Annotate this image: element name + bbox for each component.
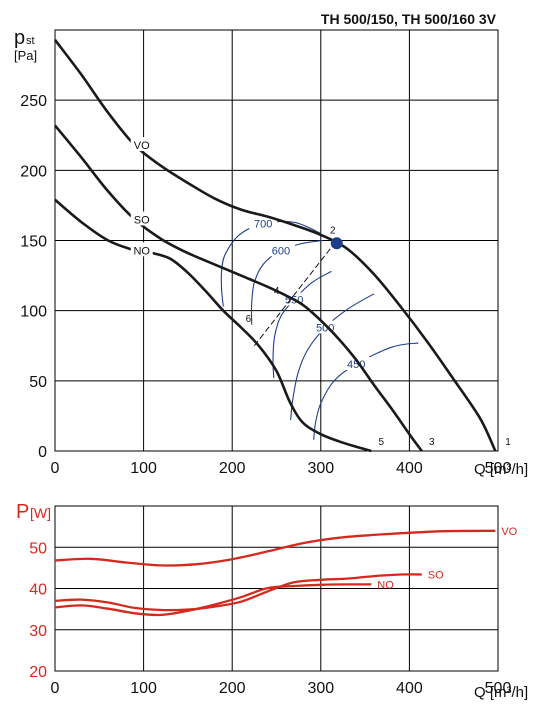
x-tick-label: 0 <box>51 680 60 697</box>
power-grid <box>54 505 499 672</box>
power-curve-label-no: NO <box>377 579 394 591</box>
x-tick-label: 200 <box>219 460 246 477</box>
iso-line-550 <box>272 270 332 379</box>
iso-line-600 <box>250 239 323 325</box>
curve-label-no: NO <box>133 245 150 257</box>
y-tick-label: 250 <box>20 93 47 110</box>
operating-point-label-2: 2 <box>330 225 336 236</box>
iso-label-700: 700 <box>254 219 272 231</box>
x-tick-label: 100 <box>130 460 157 477</box>
operating-point-label-4: 4 <box>274 286 280 297</box>
operating-point-label-3: 3 <box>429 437 435 448</box>
iso-label-600: 600 <box>272 245 290 257</box>
operating-point-label-5: 5 <box>379 437 385 448</box>
pressure-curves: VO SO NO <box>53 39 497 453</box>
pressure-axis-sub: st <box>26 35 35 47</box>
y-tick-label: 50 <box>29 540 47 557</box>
pressure-ticks: 0 100 200 300 400 500 0 50 100 150 200 250 <box>20 93 511 477</box>
y-tick-label: 50 <box>29 374 47 391</box>
pressure-grid <box>54 29 499 452</box>
iso-label-bg <box>342 356 371 370</box>
operating-point-label-1: 1 <box>505 437 511 448</box>
y-tick-label: 100 <box>20 304 47 321</box>
y-tick-label: 30 <box>29 623 47 640</box>
pressure-axis-unit: [Pa] <box>14 48 37 63</box>
power-curve-so <box>54 573 422 612</box>
operating-points: 1 2 3 4 5 6 <box>246 225 512 448</box>
system-curve <box>253 240 338 347</box>
x-tick-label: 200 <box>219 680 246 697</box>
x-tick-label: 0 <box>51 460 60 477</box>
power-curves: VO SO NO <box>54 526 518 617</box>
pressure-axis-label: p <box>14 27 25 49</box>
y-tick-label: 20 <box>29 664 47 681</box>
x-tick-label: 300 <box>307 680 334 697</box>
power-axis-label: P <box>16 501 29 523</box>
power-ticks: 0 100 200 300 400 500 20 30 40 50 <box>29 540 511 697</box>
power-chart: VO SO NO 0 100 200 300 400 500 20 30 40 50 P [W] Q … <box>16 501 528 701</box>
power-curve-label-so: SO <box>428 569 444 581</box>
power-axis-unit: [W] <box>30 505 51 521</box>
x-tick-label: 100 <box>130 680 157 697</box>
power-curve-no <box>54 583 372 617</box>
pressure-curve-so <box>53 124 423 452</box>
operating-point-marker <box>330 237 343 250</box>
flow-axis-label-bottom: Q [m³/h] <box>474 684 528 701</box>
power-curve-label-vo: VO <box>501 526 517 538</box>
chart-title: TH 500/150, TH 500/160 3V <box>321 11 497 27</box>
curve-label-bg <box>130 242 153 257</box>
curve-label-so: SO <box>134 214 150 226</box>
curve-label-bg <box>130 211 153 226</box>
x-tick-label: 500 <box>485 460 512 477</box>
iso-label-500: 500 <box>316 323 334 335</box>
x-tick-label: 500 <box>485 680 512 697</box>
y-tick-label: 200 <box>20 163 47 180</box>
iso-line-700 <box>220 220 322 307</box>
x-tick-label: 400 <box>396 460 423 477</box>
x-tick-label: 400 <box>396 680 423 697</box>
x-tick-label: 300 <box>307 460 334 477</box>
y-tick-label: 40 <box>29 582 47 599</box>
y-tick-label: 150 <box>20 234 47 251</box>
curve-label-vo: VO <box>134 140 150 152</box>
iso-label-bg <box>249 216 278 230</box>
y-tick-label: 0 <box>38 444 47 461</box>
iso-line-500 <box>290 293 375 421</box>
iso-label-bg <box>266 243 295 257</box>
operating-point-label-6: 6 <box>246 314 252 325</box>
curve-label-bg <box>130 137 153 152</box>
flow-axis-label-top: Q [m³/h] <box>474 461 528 478</box>
iso-line-450 <box>313 342 419 440</box>
power-curve-vo <box>54 529 496 567</box>
